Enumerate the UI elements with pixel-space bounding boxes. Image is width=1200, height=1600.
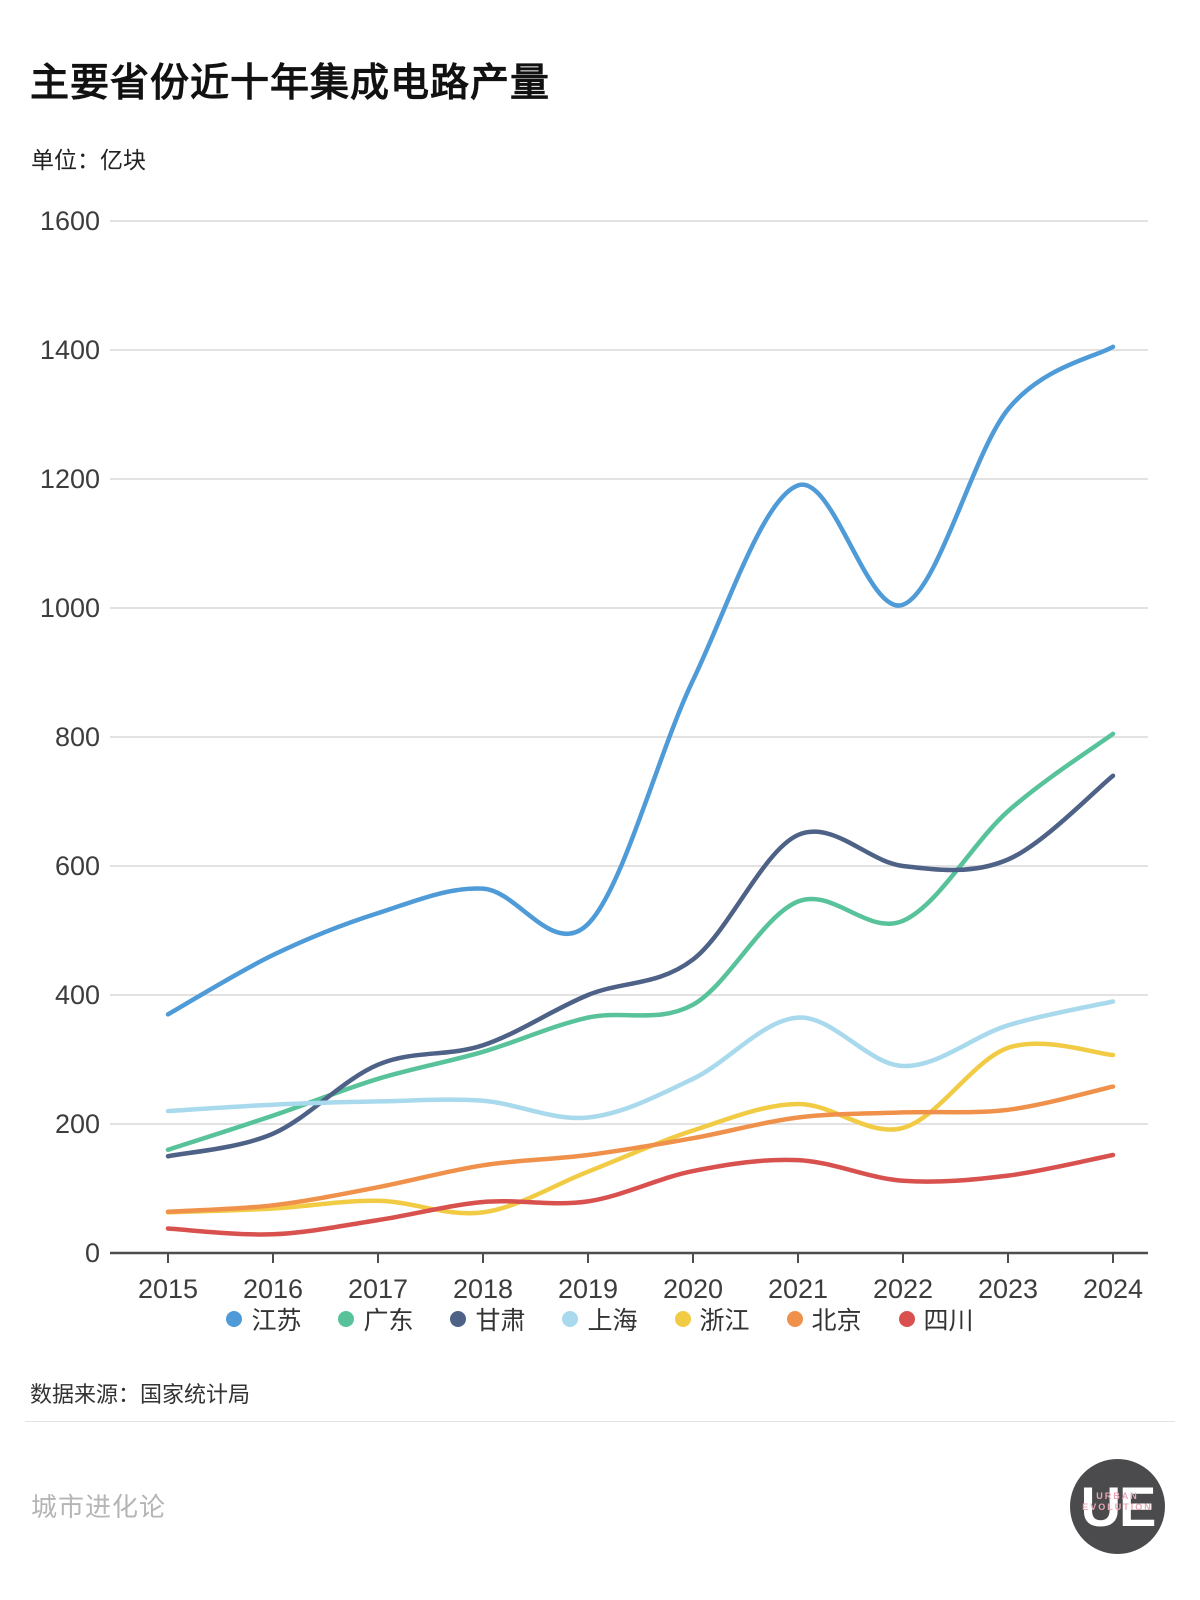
legend-label-shanghai: 上海 (587, 1307, 638, 1335)
x-tick-label-2022: 2022 (873, 1274, 933, 1304)
chart-line-gansu (165, 773, 1116, 1159)
legend-item-guangdong: 广东 (338, 1301, 413, 1337)
legend-dot-sichuan (898, 1311, 915, 1327)
watermark: 城市进化论 (31, 1492, 167, 1522)
x-tick-label-2024: 2024 (1083, 1274, 1143, 1304)
legend-item-gansu: 甘肃 (450, 1301, 525, 1337)
legend-item-jiangsu: 江苏 (226, 1301, 301, 1337)
x-tick-label-2018: 2018 (453, 1274, 513, 1304)
logo-monogram: UE (1080, 1475, 1157, 1538)
y-tick-label-600: 600 (55, 851, 100, 881)
x-tick-label-2017: 2017 (348, 1274, 408, 1304)
y-tick-label-800: 800 (55, 722, 100, 752)
legend-dot-zhejiang (674, 1311, 691, 1327)
x-tick-label-2021: 2021 (768, 1274, 828, 1304)
y-tick-label-1200: 1200 (40, 464, 100, 494)
legend-item-zhejiang: 浙江 (674, 1301, 750, 1337)
urban-evolution-logo: UE URBAN EVOLUTION (1070, 1459, 1165, 1554)
y-tick-label-1000: 1000 (40, 593, 100, 623)
y-tick-label-1600: 1600 (40, 206, 100, 236)
chart-line-jiangsu (165, 344, 1116, 1017)
legend-dot-beijing (786, 1311, 803, 1327)
x-tick-label-2023: 2023 (978, 1274, 1038, 1304)
logo-subtext: URBAN EVOLUTION (1070, 1491, 1165, 1513)
unit-label: 单位：亿块 (31, 147, 146, 173)
data-source: 数据来源：国家统计局 (30, 1382, 251, 1407)
legend-label-jiangsu: 江苏 (251, 1307, 302, 1335)
logo-subtext-line2: EVOLUTION (1082, 1502, 1153, 1512)
x-tick-label-2016: 2016 (243, 1274, 303, 1304)
y-tick-label-400: 400 (55, 980, 100, 1010)
chart-legend: 江苏 广东 甘肃 上海 浙江 北京 四川 (0, 1301, 1200, 1337)
legend-label-zhejiang: 浙江 (699, 1307, 750, 1335)
y-tick-label-1400: 1400 (40, 335, 100, 365)
legend-label-gansu: 甘肃 (475, 1307, 526, 1335)
legend-dot-guangdong (338, 1311, 355, 1327)
legend-label-guangdong: 广东 (363, 1307, 414, 1335)
y-tick-label-200: 200 (55, 1109, 100, 1139)
legend-dot-shanghai (562, 1311, 579, 1327)
x-tick-label-2015: 2015 (138, 1274, 198, 1304)
legend-item-shanghai: 上海 (562, 1301, 638, 1337)
chart-line-shanghai (165, 999, 1116, 1121)
legend-item-sichuan: 四川 (898, 1301, 974, 1337)
chart-line-sichuan (165, 1152, 1116, 1237)
legend-label-sichuan: 四川 (923, 1307, 974, 1335)
legend-item-beijing: 北京 (786, 1301, 862, 1337)
line-chart: 0 200 400 600 800 1000 1200 1400 1600 2015 2016 201… (40, 206, 1148, 1304)
x-tick-label-2020: 2020 (663, 1274, 723, 1304)
y-tick-label-0: 0 (85, 1238, 100, 1268)
x-tick-label-2019: 2019 (558, 1274, 618, 1304)
divider (25, 1421, 1175, 1422)
chart-line-beijing (165, 1084, 1116, 1214)
chart-title: 主要省份近十年集成电路产量 (30, 62, 551, 105)
logo-subtext-line1: URBAN (1096, 1491, 1139, 1501)
legend-dot-gansu (450, 1311, 467, 1327)
chart-line-guangdong (165, 731, 1116, 1153)
legend-dot-jiangsu (226, 1311, 243, 1327)
legend-label-beijing: 北京 (811, 1307, 862, 1335)
